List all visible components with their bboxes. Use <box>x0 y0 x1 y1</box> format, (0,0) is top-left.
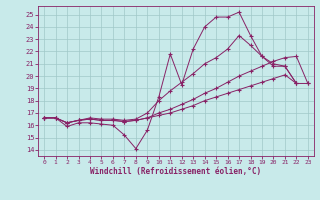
X-axis label: Windchill (Refroidissement éolien,°C): Windchill (Refroidissement éolien,°C) <box>91 167 261 176</box>
